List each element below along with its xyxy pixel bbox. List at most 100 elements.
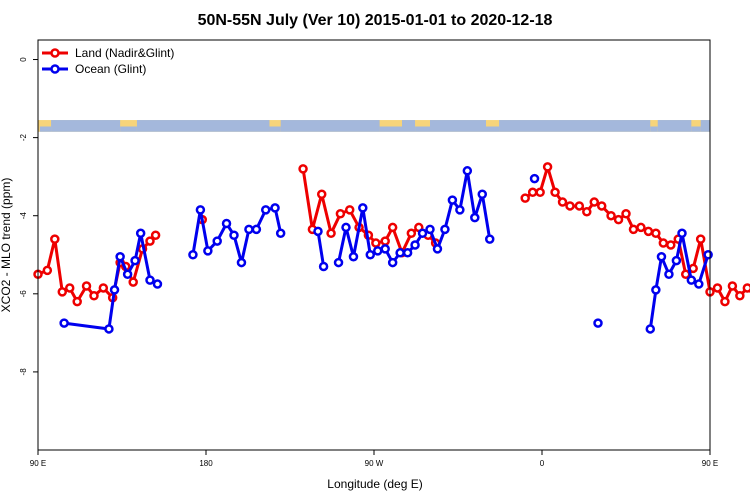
data-point [542,162,553,172]
data-point [402,248,413,258]
data-point [535,187,545,198]
data-point [212,236,222,246]
y-axis: 0 -2 -4 -6 -8 [19,57,38,376]
data-point [221,218,232,229]
x-tick-label: 0 [540,459,545,468]
strip-coast-segment [650,126,658,132]
x-tick-label: 90 E [702,459,718,468]
data-point [270,203,280,213]
data-point [104,324,114,334]
data-point [145,236,155,246]
data-point [298,164,308,174]
data-point [651,228,661,239]
data-point [589,197,600,207]
data-point [613,214,624,225]
data-point [664,269,674,280]
data-point [313,226,323,237]
data-point [651,285,661,295]
data-point [406,228,417,239]
strip-ocean-segment [499,120,651,132]
data-point [260,205,271,215]
data-point [98,283,109,293]
data-point [582,207,592,217]
x-tick-label: 90 W [365,459,384,468]
data-point [135,228,146,239]
data-point [57,287,68,297]
strip-coast-segment [120,126,137,132]
data-point [621,209,631,219]
series-land [33,162,750,307]
y-tick-label: -8 [19,368,28,376]
data-point [203,246,213,256]
data-point [130,255,140,266]
data-point [410,240,420,250]
data-point [593,318,603,328]
data-point [81,281,92,291]
data-point [145,275,155,285]
data-point [447,195,458,205]
data-point [109,285,120,295]
data-point [195,205,206,215]
data-point [251,224,262,235]
data-point [529,173,540,184]
data-point [520,193,530,203]
legend-label: Ocean (Glint) [75,62,146,76]
data-point [470,212,480,223]
strip-ocean-segment [700,120,710,132]
data-point [275,228,286,239]
strip-coast-segment [691,126,701,132]
data-point [236,257,247,268]
data-point [387,222,398,233]
data-point [344,205,355,215]
data-point [115,251,125,262]
data-point [365,250,376,260]
data-point [727,281,738,291]
legend-label: Land (Nadir&Glint) [75,46,174,60]
data-point [244,224,254,235]
data-point [318,261,329,272]
data-point [606,210,616,221]
data-point [417,228,428,239]
data-point [484,234,495,244]
data-point [742,283,750,293]
x-tick-label: 90 E [30,459,46,468]
data-point [72,296,82,307]
strip-coast-segment [379,126,402,132]
data-point [440,224,450,235]
data-point [188,250,198,260]
strip-coast-segment [486,126,500,132]
data-point [703,250,713,260]
data-point [341,222,351,233]
data-point [636,222,646,233]
series-layer [33,162,750,334]
data-point [477,189,488,199]
data-point [371,238,381,248]
data-point [550,187,560,198]
data-point [643,226,654,237]
data-point [656,251,667,262]
data-point [596,201,607,211]
data-point [686,275,697,285]
data-point [229,230,239,240]
series-ocean [59,166,713,334]
data-point [695,234,706,244]
strip-ocean-segment [280,120,380,132]
data-point [316,189,327,199]
data-point [574,201,585,211]
strip-ocean-segment [657,120,692,132]
y-tick-label: -4 [19,212,28,220]
data-point [152,279,163,289]
data-point [326,228,336,239]
data-point [50,234,60,244]
data-point [432,244,443,254]
strip-ocean-segment [402,120,416,132]
data-point [712,283,723,293]
data-point [658,238,669,248]
data-point [150,230,161,240]
y-axis-label: XCO2 - MLO trend (ppm) [0,178,13,313]
data-point [380,244,390,254]
data-point [557,197,568,207]
legend-swatch-marker [50,48,60,58]
legend-item-ocean: Ocean (Glint) [42,62,146,76]
data-point [666,240,676,250]
